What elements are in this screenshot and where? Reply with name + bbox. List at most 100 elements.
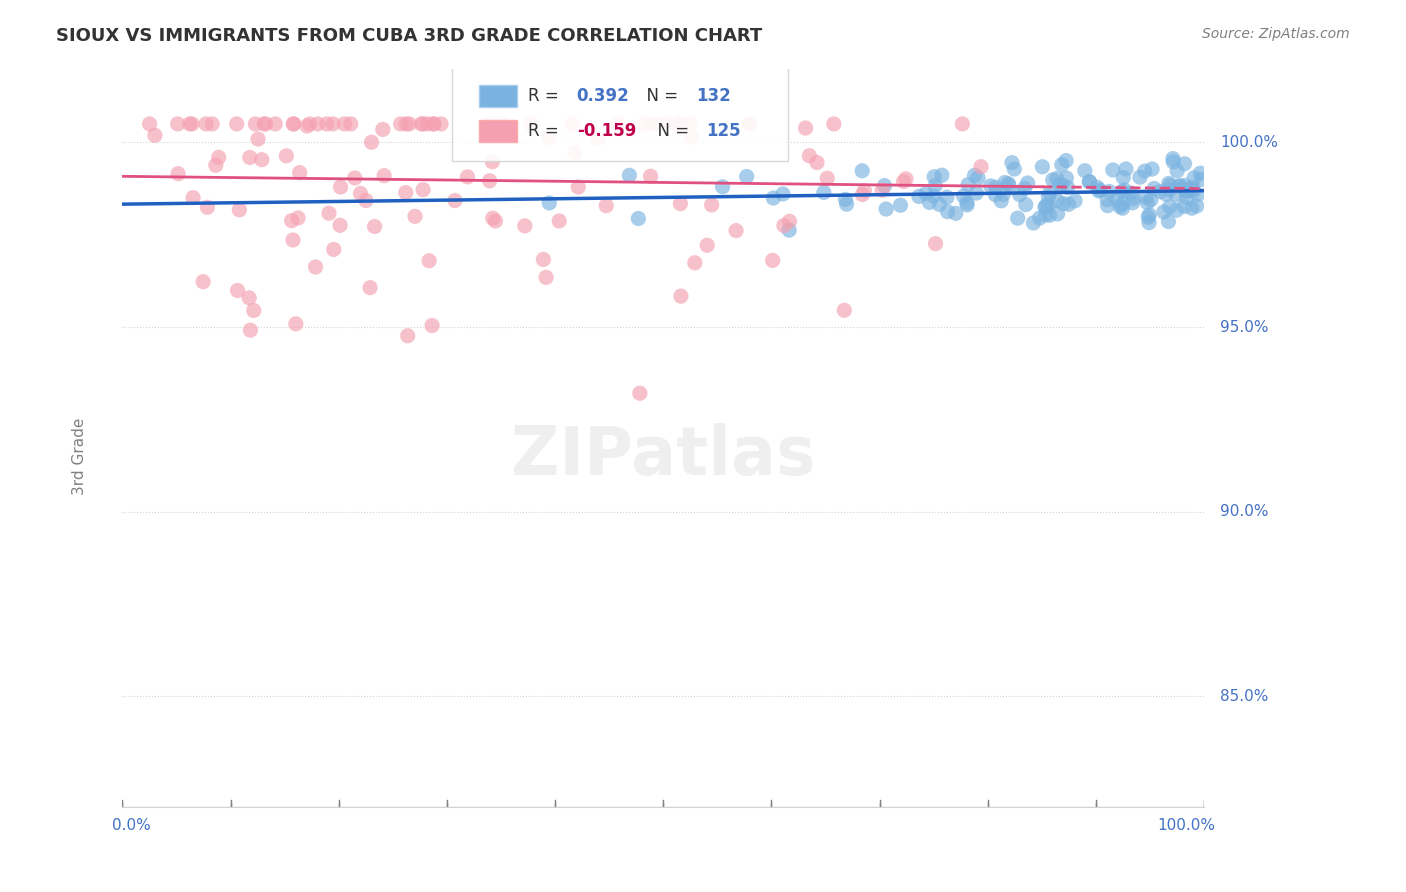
Immigrants from Cuba — [194, 117, 217, 131]
Sioux — [1159, 200, 1181, 214]
Immigrants from Cuba — [851, 187, 873, 202]
Sioux — [1168, 178, 1191, 193]
Sioux — [1149, 185, 1171, 199]
Sioux — [1180, 182, 1202, 196]
Sioux — [1001, 155, 1024, 169]
Sioux — [998, 178, 1021, 193]
Text: 132: 132 — [696, 87, 731, 105]
Sioux — [1105, 193, 1128, 207]
Sioux — [1187, 187, 1209, 202]
Immigrants from Cuba — [491, 117, 513, 131]
Sioux — [1119, 186, 1142, 200]
Sioux — [1017, 176, 1039, 190]
Sioux — [922, 169, 945, 184]
Immigrants from Cuba — [329, 219, 352, 233]
Sioux — [772, 186, 794, 201]
Immigrants from Cuba — [228, 202, 250, 217]
Text: N =: N = — [636, 87, 683, 105]
Immigrants from Cuba — [281, 233, 304, 247]
Sioux — [1175, 190, 1198, 204]
Sioux — [1057, 197, 1080, 211]
Sioux — [1014, 181, 1036, 195]
Sioux — [1174, 178, 1197, 193]
Sioux — [1185, 199, 1208, 213]
Sioux — [1031, 160, 1053, 174]
FancyBboxPatch shape — [453, 57, 787, 161]
Immigrants from Cuba — [295, 119, 318, 133]
Sioux — [1056, 180, 1078, 194]
Sioux — [1189, 166, 1212, 180]
Sioux — [1191, 172, 1213, 186]
Text: SIOUX VS IMMIGRANTS FROM CUBA 3RD GRADE CORRELATION CHART: SIOUX VS IMMIGRANTS FROM CUBA 3RD GRADE … — [56, 27, 762, 45]
Sioux — [1140, 193, 1163, 207]
Sioux — [1111, 201, 1133, 215]
Immigrants from Cuba — [537, 130, 560, 145]
Immigrants from Cuba — [484, 214, 506, 228]
Immigrants from Cuba — [668, 117, 690, 131]
Text: 85.0%: 85.0% — [1220, 689, 1268, 704]
Sioux — [1046, 194, 1069, 208]
Immigrants from Cuba — [794, 121, 817, 136]
Sioux — [1054, 153, 1077, 168]
Sioux — [967, 170, 990, 185]
Immigrants from Cuba — [395, 186, 418, 200]
Immigrants from Cuba — [242, 303, 264, 318]
Sioux — [1137, 211, 1160, 225]
Sioux — [993, 187, 1015, 202]
Immigrants from Cuba — [307, 117, 329, 131]
Immigrants from Cuba — [640, 169, 662, 184]
Immigrants from Cuba — [322, 117, 344, 131]
Sioux — [1115, 161, 1137, 176]
Immigrants from Cuba — [363, 219, 385, 234]
Sioux — [1159, 178, 1181, 193]
Immigrants from Cuba — [806, 155, 828, 169]
Sioux — [1182, 170, 1205, 185]
Sioux — [984, 180, 1007, 194]
Sioux — [928, 197, 950, 211]
Text: 90.0%: 90.0% — [1220, 504, 1268, 519]
Text: 100.0%: 100.0% — [1220, 135, 1278, 150]
Immigrants from Cuba — [606, 117, 628, 131]
Immigrants from Cuba — [304, 260, 326, 274]
Text: R =: R = — [529, 87, 564, 105]
Sioux — [1122, 191, 1144, 205]
Sioux — [1181, 201, 1204, 215]
Sioux — [1154, 187, 1177, 202]
Sioux — [1035, 199, 1057, 213]
Text: ZIPatlas: ZIPatlas — [510, 424, 815, 490]
Sioux — [1174, 157, 1197, 171]
Immigrants from Cuba — [238, 291, 260, 305]
Immigrants from Cuba — [894, 172, 917, 186]
Sioux — [762, 191, 785, 205]
Sioux — [735, 169, 758, 184]
Immigrants from Cuba — [870, 183, 893, 197]
Sioux — [1038, 190, 1060, 204]
Sioux — [778, 223, 800, 237]
Sioux — [956, 195, 979, 210]
Immigrants from Cuba — [371, 122, 394, 136]
Immigrants from Cuba — [349, 186, 371, 201]
Sioux — [1028, 211, 1050, 225]
Immigrants from Cuba — [683, 256, 706, 270]
Sioux — [1153, 205, 1175, 219]
Sioux — [1157, 214, 1180, 228]
Sioux — [875, 202, 897, 216]
Sioux — [1168, 179, 1191, 194]
Sioux — [997, 177, 1019, 191]
Immigrants from Cuba — [534, 270, 557, 285]
Sioux — [1173, 199, 1195, 213]
Sioux — [1140, 162, 1163, 177]
Sioux — [835, 197, 858, 211]
Immigrants from Cuba — [339, 117, 361, 131]
Sioux — [1143, 181, 1166, 195]
Sioux — [1097, 199, 1119, 213]
Sioux — [873, 178, 896, 193]
Immigrants from Cuba — [586, 131, 609, 145]
Immigrants from Cuba — [166, 117, 188, 131]
Sioux — [1114, 183, 1136, 197]
Sioux — [1015, 197, 1038, 211]
Sioux — [965, 186, 987, 200]
Sioux — [984, 187, 1007, 202]
Immigrants from Cuba — [412, 117, 434, 131]
Immigrants from Cuba — [628, 386, 651, 401]
